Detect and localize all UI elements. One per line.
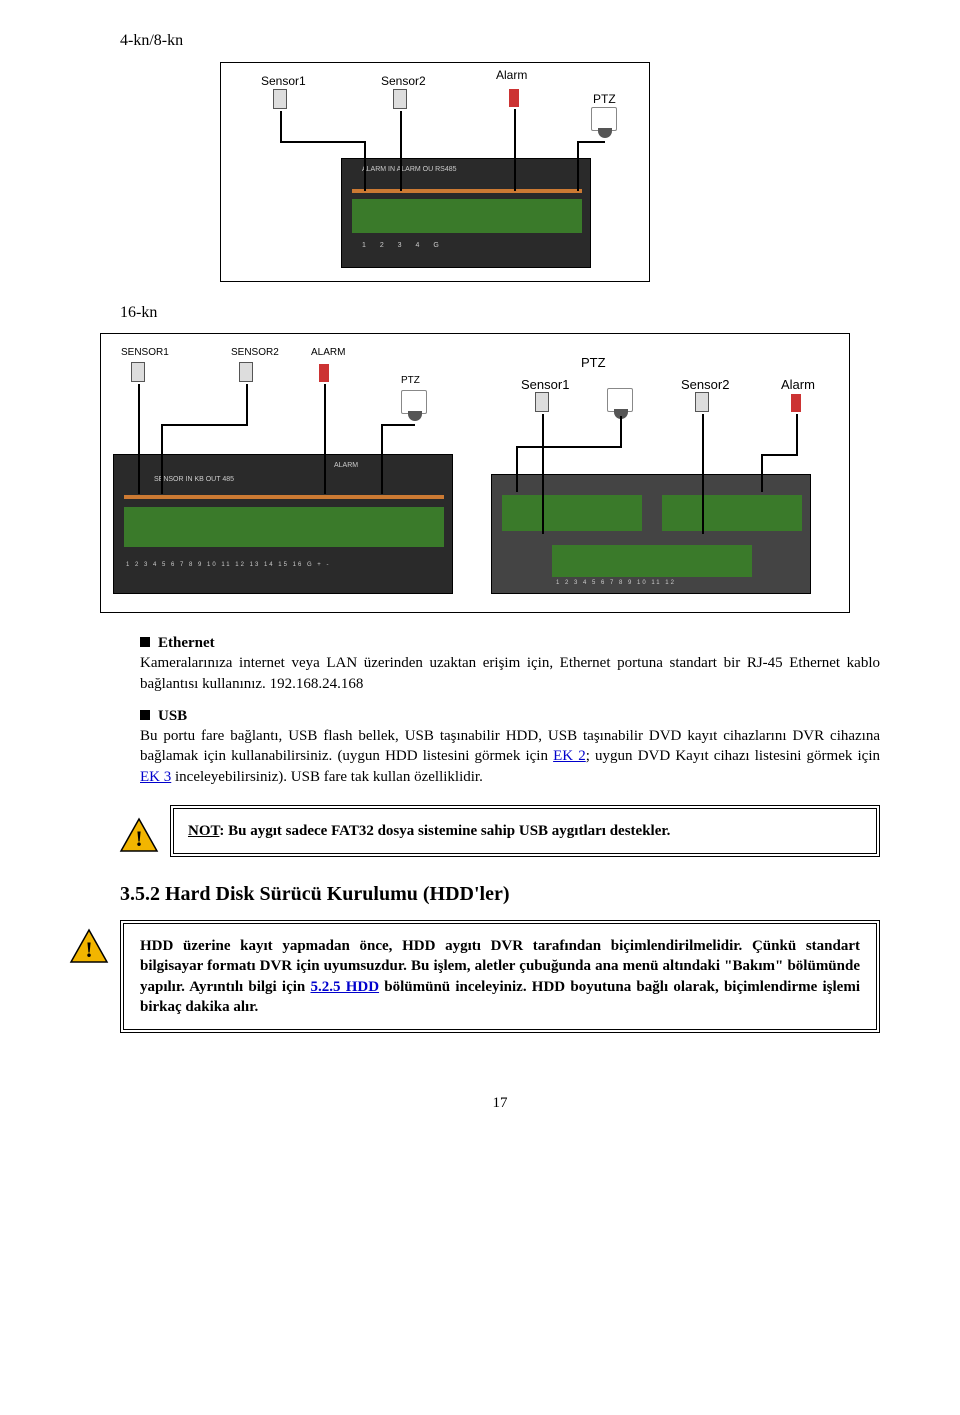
warning-icon: ! bbox=[119, 817, 159, 853]
d16-sensor2-r: Sensor2 bbox=[681, 376, 729, 394]
terminal-block-4kn: ALARM IN ALARM OU RS485 1 2 3 4 G bbox=[341, 158, 591, 268]
port-labels-4kn: ALARM IN ALARM OU RS485 bbox=[362, 165, 457, 174]
wire-icon bbox=[577, 141, 579, 191]
d16-ptz-r: PTZ bbox=[581, 354, 606, 372]
wire-icon bbox=[400, 111, 402, 191]
wire-icon bbox=[514, 109, 516, 191]
green-strip-icon bbox=[502, 495, 642, 531]
sensor-icon bbox=[239, 362, 253, 382]
wire-icon bbox=[364, 141, 366, 191]
green-strip-icon bbox=[124, 507, 444, 547]
hdd-link[interactable]: 5.2.5 HDD bbox=[310, 979, 379, 995]
sensor-icon bbox=[131, 362, 145, 382]
terminal-numbers-4kn: 1 2 3 4 G bbox=[362, 241, 445, 250]
wire-icon bbox=[620, 416, 622, 446]
d16-sensor1-r: Sensor1 bbox=[521, 376, 569, 394]
diagram4-sensor1-label: Sensor1 bbox=[261, 73, 306, 89]
note-prefix: NOT bbox=[188, 823, 219, 839]
d16-sensor2-l: SENSOR2 bbox=[231, 346, 279, 360]
wire-icon bbox=[702, 414, 704, 534]
bullet-icon bbox=[140, 637, 150, 647]
wire-icon bbox=[324, 384, 326, 494]
d16-alarm-r: Alarm bbox=[781, 376, 815, 394]
terminal-numbers-16r: 1 2 3 4 5 6 7 8 9 10 11 12 bbox=[556, 579, 676, 587]
feature-list: Ethernet Kameralarınıza internet veya LA… bbox=[140, 633, 880, 787]
bullet-icon bbox=[140, 710, 150, 720]
sensor1-icon bbox=[273, 89, 287, 109]
ethernet-text: Kameralarınıza internet veya LAN üzerind… bbox=[140, 655, 880, 691]
hdd-warning-box: ! HDD üzerine kayıt yapmadan önce, HDD a… bbox=[120, 920, 880, 1033]
usb-text-2: ; uygun DVD Kayıt cihazı listesini görme… bbox=[586, 748, 880, 764]
wire-icon bbox=[381, 424, 415, 426]
port-labels-16l: SENSOR IN KB OUT 485 bbox=[154, 475, 234, 484]
d16-sensor1-l: SENSOR1 bbox=[121, 346, 169, 360]
orange-strip-icon bbox=[124, 495, 444, 499]
note-box: ! NOT: Bu aygıt sadece FAT32 dosya siste… bbox=[170, 805, 880, 857]
diagram-16kn-block: SENSOR1 SENSOR2 ALARM PTZ Sensor1 PTZ Se… bbox=[120, 333, 880, 613]
alarm-icon bbox=[509, 89, 519, 107]
alarm-icon bbox=[319, 364, 329, 382]
wire-icon bbox=[577, 141, 605, 143]
wire-icon bbox=[542, 414, 544, 534]
green-strip-icon bbox=[352, 199, 582, 233]
ek3-link[interactable]: EK 3 bbox=[140, 769, 171, 785]
green-strip-icon bbox=[552, 545, 752, 577]
section-heading-hdd: 3.5.2 Hard Disk Sürücü Kurulumu (HDD'ler… bbox=[120, 881, 880, 908]
diagram-16kn: SENSOR1 SENSOR2 ALARM PTZ Sensor1 PTZ Se… bbox=[100, 333, 850, 613]
page-number: 17 bbox=[120, 1093, 880, 1113]
label-16kn: 16-kn bbox=[120, 302, 880, 324]
ek2-link[interactable]: EK 2 bbox=[553, 748, 586, 764]
diagram-4kn: Sensor1 Sensor2 Alarm PTZ ALARM IN ALARM… bbox=[220, 62, 650, 282]
wire-icon bbox=[761, 454, 763, 492]
terminal-block-16kn-l: ALARM SENSOR IN KB OUT 485 1 2 3 4 5 6 7… bbox=[113, 454, 453, 594]
ptz-icon bbox=[401, 390, 427, 414]
diagram4-ptz-label: PTZ bbox=[593, 91, 616, 107]
diagram-4kn-block: Sensor1 Sensor2 Alarm PTZ ALARM IN ALARM… bbox=[120, 62, 880, 282]
sensor-icon bbox=[535, 392, 549, 412]
wire-icon bbox=[161, 424, 163, 494]
wire-icon bbox=[246, 384, 248, 424]
d16-alarm-l: ALARM bbox=[311, 346, 345, 360]
usb-text-3: inceleyebilirsiniz). USB fare tak kullan… bbox=[171, 769, 483, 785]
warning-icon: ! bbox=[69, 928, 109, 964]
d16-ptz-l: PTZ bbox=[401, 374, 420, 388]
diagram4-sensor2-label: Sensor2 bbox=[381, 73, 426, 89]
wire-icon bbox=[516, 446, 518, 492]
diagram4-alarm-label: Alarm bbox=[496, 67, 527, 83]
terminal-numbers-16l: 1 2 3 4 5 6 7 8 9 10 11 12 13 14 15 16 G… bbox=[126, 561, 330, 569]
wire-icon bbox=[516, 446, 622, 448]
wire-icon bbox=[280, 111, 282, 141]
usb-item: USB Bu portu fare bağlantı, USB flash be… bbox=[140, 706, 880, 787]
sensor2-icon bbox=[393, 89, 407, 109]
ethernet-title: Ethernet bbox=[158, 635, 215, 651]
wire-icon bbox=[280, 141, 366, 143]
wire-icon bbox=[381, 424, 383, 494]
wire-icon bbox=[161, 424, 248, 426]
ptz-icon bbox=[591, 107, 617, 131]
port-labels-16l-top: ALARM bbox=[334, 461, 358, 470]
svg-text:!: ! bbox=[85, 937, 92, 962]
terminal-block-16kn-r: 1 2 3 4 5 6 7 8 9 10 11 12 bbox=[491, 474, 811, 594]
ptz-icon bbox=[607, 388, 633, 412]
wire-icon bbox=[761, 454, 798, 456]
ethernet-item: Ethernet Kameralarınıza internet veya LA… bbox=[140, 633, 880, 694]
green-strip-icon bbox=[662, 495, 802, 531]
wire-icon bbox=[138, 384, 140, 494]
label-4kn: 4-kn/8-kn bbox=[120, 30, 880, 52]
sensor-icon bbox=[695, 392, 709, 412]
alarm-icon bbox=[791, 394, 801, 412]
wire-icon bbox=[796, 414, 798, 454]
note-text: : Bu aygıt sadece FAT32 dosya sistemine … bbox=[219, 823, 670, 839]
usb-title: USB bbox=[158, 708, 187, 724]
orange-strip-icon bbox=[352, 189, 582, 193]
svg-text:!: ! bbox=[135, 826, 142, 851]
ethernet-ip: 192.168.24.168 bbox=[270, 676, 364, 692]
